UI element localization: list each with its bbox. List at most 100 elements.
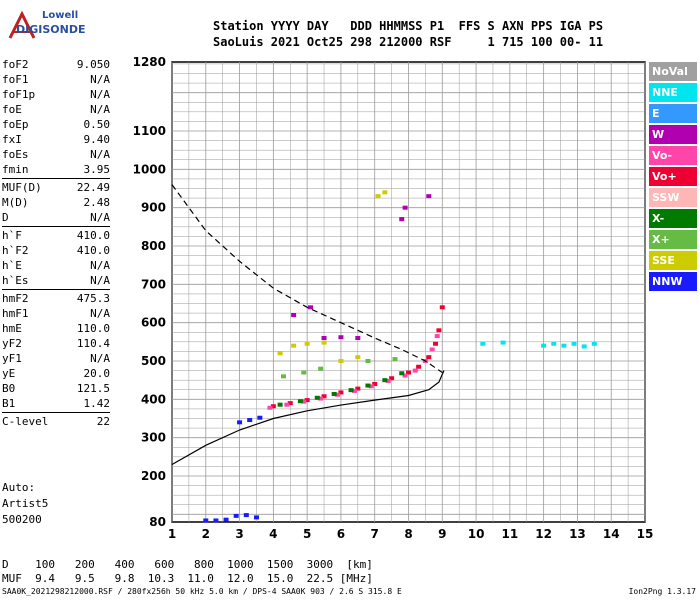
param-separator [2, 412, 110, 413]
trace-point-w [399, 217, 405, 222]
param-row: hmF2 475.3 [2, 291, 110, 306]
param-value: 110.4 [76, 337, 110, 350]
param-row: hmF1 N/A [2, 306, 110, 321]
virtual-height-dashed-curve [171, 184, 443, 373]
param-key: yF2 [2, 337, 22, 350]
trace-point-vo- [406, 370, 411, 375]
trace-point-x- [365, 383, 371, 388]
legend-item-vo-: Vo- [649, 146, 697, 165]
x-tick-label: 11 [502, 527, 519, 541]
lowell-digisonde-logo: Lowell DIGISONDE [4, 8, 85, 44]
trace-point-x- [365, 359, 371, 363]
param-value: 22 [96, 415, 110, 428]
trace-point-x- [297, 399, 303, 404]
param-row: M(D) 2.48 [2, 195, 110, 210]
polarization-legend: NoVal NNE E W Vo- Vo+ SSW X- X+ SSE NNW [649, 62, 697, 293]
param-row: MUF(D) 22.49 [2, 180, 110, 195]
param-value: N/A [90, 352, 110, 365]
trace-point-vo- [335, 392, 341, 397]
trace-point-w [426, 194, 432, 199]
x-tick-label: 15 [637, 527, 654, 541]
trace-point-sse [382, 190, 388, 195]
trace-point-x- [277, 402, 283, 407]
x-tick-label: 13 [569, 527, 586, 541]
param-key: fmin [2, 163, 29, 176]
param-row: B1 1.42 [2, 396, 110, 411]
param-row: foF2 9.050 [2, 57, 110, 72]
legend-item-noval: NoVal [649, 62, 697, 81]
y-tick-label: 900 [141, 201, 166, 215]
trace-point-sse [277, 351, 283, 356]
trace-point-vo- [433, 341, 439, 346]
param-row: B0 121.5 [2, 381, 110, 396]
trace-point-sse [304, 341, 310, 346]
param-value: 20.0 [83, 367, 111, 380]
param-value: 110.0 [76, 322, 110, 335]
trace-point-sse [375, 194, 381, 199]
trace-point-x- [301, 370, 307, 375]
param-key: hmE [2, 322, 22, 335]
trace-point-nnw [203, 518, 209, 523]
y-tick-label: 800 [141, 239, 166, 253]
trace-point-vo- [439, 305, 445, 310]
param-value: N/A [90, 307, 110, 320]
param-key: MUF(D) [2, 181, 42, 194]
trace-point-nne [581, 344, 587, 349]
legend-item-nnw: NNW [649, 272, 697, 291]
param-value: N/A [90, 88, 110, 101]
x-tick-label: 9 [438, 527, 446, 541]
param-value: N/A [90, 148, 110, 161]
trace-point-nnw [223, 517, 229, 522]
version-label: Ion2Png 1.3.17 [628, 587, 696, 596]
trace-point-sse [321, 340, 327, 345]
trace-point-nnw [233, 513, 239, 518]
param-value: N/A [90, 259, 110, 272]
param-separator [2, 178, 110, 179]
y-tick-label: 80 [149, 515, 166, 529]
param-row: h`F2 410.0 [2, 243, 110, 258]
trace-point-sse [291, 343, 297, 348]
muf-distance-table: D 100 200 400 600 800 1000 1500 3000 [km… [2, 558, 373, 586]
legend-item-nne: NNE [649, 83, 697, 102]
legend-item-vo-: Vo+ [649, 167, 697, 186]
param-key: hmF2 [2, 292, 29, 305]
x-tick-label: 14 [603, 527, 620, 541]
x-tick-label: 5 [303, 527, 311, 541]
trace-point-x- [318, 366, 324, 371]
legend-item-sse: SSE [649, 251, 697, 270]
param-key: h`F [2, 229, 22, 242]
y-tick-label: 600 [141, 316, 166, 330]
trace-point-w [308, 305, 314, 310]
trace-point-w [321, 336, 327, 340]
legend-item-ssw: SSW [649, 188, 697, 207]
antenna-logo-icon [8, 10, 36, 39]
muf-frequency-row: MUF 9.4 9.5 9.8 10.3 11.0 12.0 15.0 22.5… [2, 572, 373, 585]
trace-point-vo- [284, 402, 290, 407]
param-key: B0 [2, 382, 16, 395]
param-key: M(D) [2, 196, 29, 209]
legend-item-w: W [649, 125, 697, 144]
param-row: yE 20.0 [2, 366, 110, 381]
trace-point-vo- [267, 405, 273, 410]
param-value: N/A [90, 211, 110, 224]
trace-point-nnw [237, 420, 243, 425]
trace-point-vo- [436, 328, 442, 333]
param-row: foEp 0.50 [2, 117, 110, 132]
param-row: foEs N/A [2, 147, 110, 162]
trace-point-sse [355, 355, 361, 360]
param-value: 410.0 [76, 244, 110, 257]
trace-point-nnw [257, 415, 263, 420]
y-tick-label: 1280 [133, 55, 166, 69]
trace-point-nnw [247, 418, 253, 423]
trace-point-vo- [338, 390, 344, 395]
electron-density-profile-curve [171, 370, 445, 466]
trace-point-x- [280, 374, 286, 379]
param-key: yE [2, 367, 16, 380]
y-tick-label: 200 [141, 469, 166, 483]
trace-point-x- [382, 378, 388, 383]
param-row: hmE 110.0 [2, 321, 110, 336]
param-value: 121.5 [76, 382, 110, 395]
trace-point-vo- [304, 398, 310, 403]
x-tick-label: 7 [371, 527, 379, 541]
